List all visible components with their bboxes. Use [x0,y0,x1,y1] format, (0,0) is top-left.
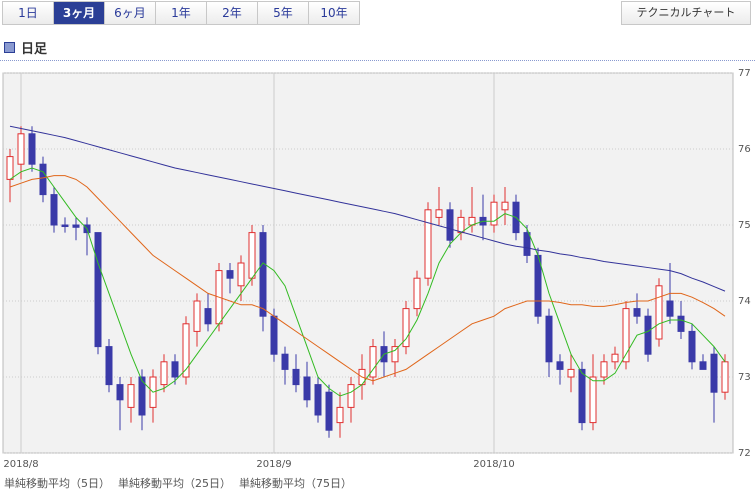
x-tick-label: 2018/10 [473,459,515,470]
candle-body [182,323,190,378]
x-tick-label: 2018/9 [256,459,291,470]
y-tick-label: 73 [738,372,751,383]
technical-chart-button[interactable]: テクニカルチャート [621,1,751,25]
candle-body [28,133,36,165]
candle-body [644,315,652,355]
candle-body [314,384,322,416]
candle-body [556,361,564,370]
candle-body [237,262,245,287]
candle-body [589,376,597,424]
y-tick-label: 77 [738,68,751,79]
candle-body [138,376,146,416]
candle-body [534,254,542,317]
candle-body [688,330,696,363]
candle-body [523,232,531,256]
candle-body [336,406,344,424]
range-tab[interactable]: 3ヶ月 [53,1,105,25]
candle-body [6,156,14,180]
candle-body [105,346,113,386]
candle-body [127,384,135,408]
plot-area [2,72,734,454]
range-tab[interactable]: 6ヶ月 [104,1,156,25]
y-tick-label: 72 [738,448,751,459]
candle-body [611,353,619,363]
candle-body [633,308,641,317]
candle-body [292,368,300,386]
candle-body [39,163,47,196]
moving-average-line [9,175,726,382]
candle-body [259,232,267,317]
candle-body [413,277,421,310]
candle-body [600,361,608,378]
moving-average-line [9,167,726,397]
candle-body [204,308,212,325]
candle-body [446,209,454,241]
candle-body [699,361,707,370]
candle-body [402,308,410,348]
candle-body [666,300,674,317]
y-tick-label: 76 [738,144,751,155]
candle-body [193,300,201,332]
y-tick-label: 74 [738,296,751,307]
section-title: 日足 [21,42,48,57]
candle-body [94,232,102,348]
candle-body [435,209,443,218]
x-tick-label: 2018/8 [3,459,38,470]
candle-body [578,368,586,424]
candle-body [545,315,553,363]
icon [4,42,15,53]
range-tab[interactable]: 2年 [206,1,258,25]
candle-body [50,194,58,226]
candle-body [677,315,685,332]
y-tick-label: 75 [738,220,751,231]
candle-body [369,346,377,378]
candle-body [116,384,124,401]
candle-body [391,346,399,363]
legend-label: 単純移動平均（75日） [239,476,352,490]
candle-body [721,361,729,393]
candle-body [72,224,80,228]
candle-body [226,270,234,279]
moving-average-line [9,125,726,292]
candle-body [501,201,509,211]
candle-body [303,376,311,401]
candle-body [622,308,630,363]
range-tabs: 1日 3ヶ月 6ヶ月 1年 2年 5年 10年 [2,1,360,25]
candle-body [248,232,256,279]
candle-body [17,133,25,165]
candle-body [61,224,69,228]
candle-body [270,315,278,355]
divider [0,60,755,61]
legend-label: 単純移動平均（25日） [118,476,231,490]
candle-body [424,209,432,279]
candle-body [655,285,663,340]
candle-body [347,384,355,408]
range-tab[interactable]: 1年 [155,1,207,25]
candle-body [710,353,718,393]
candle-body [281,353,289,370]
legend-label: 単純移動平均（5日） [4,476,110,490]
candle-body [171,361,179,378]
range-tab[interactable]: 10年 [308,1,360,25]
candle-body [457,216,465,234]
candle-body [325,391,333,431]
candle-body [567,368,575,378]
range-tab[interactable]: 1日 [2,1,54,25]
candle-body [490,201,498,226]
candle-body [160,361,168,386]
section-header: 日足 [4,38,47,57]
